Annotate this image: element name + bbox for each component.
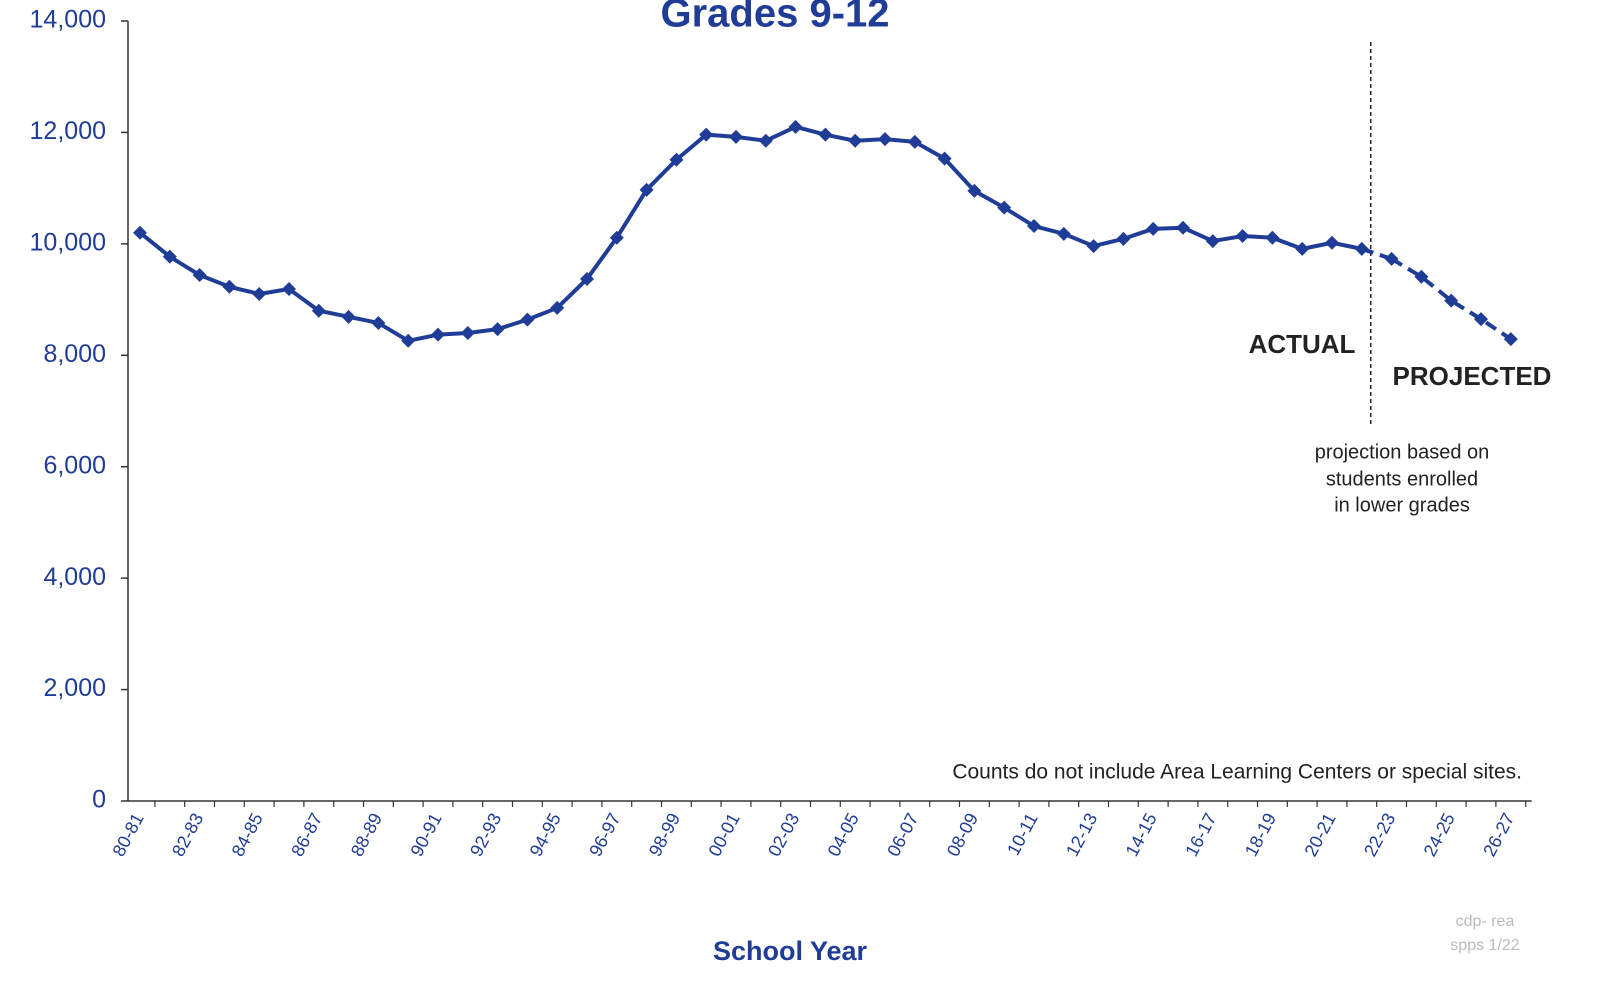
x-tick-label: 20-21 bbox=[1300, 810, 1339, 860]
footnote: Counts do not include Area Learning Cent… bbox=[952, 761, 1522, 784]
x-tick-label: 96-97 bbox=[585, 810, 624, 860]
data-point bbox=[431, 327, 445, 342]
y-tick-label: 6,000 bbox=[43, 451, 106, 479]
data-point bbox=[758, 133, 773, 148]
data-point bbox=[252, 287, 267, 301]
data-point bbox=[878, 132, 892, 147]
y-tick-label: 8,000 bbox=[43, 340, 106, 368]
x-tick-label: 90-91 bbox=[406, 810, 445, 860]
data-point bbox=[1027, 219, 1041, 234]
data-point bbox=[1414, 269, 1429, 284]
data-point bbox=[192, 268, 207, 283]
data-point bbox=[580, 271, 594, 286]
data-point bbox=[520, 312, 535, 327]
data-point bbox=[1503, 332, 1518, 347]
data-point bbox=[1205, 234, 1220, 249]
data-point bbox=[1384, 251, 1399, 266]
data-point bbox=[907, 134, 922, 149]
data-point bbox=[729, 129, 743, 144]
projection-note: projection based on bbox=[1315, 441, 1490, 463]
source-note: spps 1/22 bbox=[1450, 937, 1519, 954]
x-tick-label: 06-07 bbox=[883, 810, 922, 860]
actual-label: ACTUAL bbox=[1249, 329, 1356, 359]
x-tick-label: 94-95 bbox=[526, 810, 565, 860]
x-tick-label: 80-81 bbox=[108, 810, 147, 860]
data-point bbox=[1146, 221, 1161, 236]
data-point bbox=[1056, 226, 1071, 241]
data-point bbox=[1086, 239, 1101, 254]
data-point bbox=[699, 127, 714, 142]
data-point bbox=[282, 281, 296, 296]
data-point bbox=[937, 151, 952, 166]
data-point bbox=[1265, 230, 1280, 245]
chart-title: Grades 9-12 bbox=[660, 0, 889, 36]
x-tick-label: 84-85 bbox=[228, 810, 267, 860]
x-tick-label: 92-93 bbox=[466, 810, 505, 860]
x-tick-label: 24-25 bbox=[1420, 810, 1459, 860]
data-point bbox=[609, 230, 624, 245]
data-point bbox=[460, 326, 475, 340]
data-point bbox=[848, 133, 863, 148]
data-point bbox=[1444, 293, 1459, 308]
series-line bbox=[1390, 257, 1512, 341]
data-point bbox=[401, 333, 416, 348]
data-point bbox=[818, 127, 833, 142]
data-point bbox=[311, 303, 326, 318]
data-point bbox=[550, 300, 565, 315]
projection-note: students enrolled bbox=[1326, 468, 1478, 490]
data-point bbox=[490, 322, 505, 337]
x-tick-label: 08-09 bbox=[943, 810, 982, 860]
x-tick-label: 16-17 bbox=[1181, 810, 1220, 860]
data-point bbox=[788, 119, 803, 134]
data-point bbox=[997, 200, 1012, 215]
x-tick-label: 82-83 bbox=[168, 810, 207, 860]
data-point bbox=[1474, 312, 1488, 327]
y-tick-label: 2,000 bbox=[43, 674, 106, 702]
x-tick-label: 22-23 bbox=[1360, 810, 1399, 860]
data-point bbox=[1116, 231, 1131, 246]
y-tick-label: 0 bbox=[92, 786, 106, 814]
projected-label: PROJECTED bbox=[1393, 361, 1552, 391]
x-axis-title: School Year bbox=[713, 936, 868, 966]
x-tick-label: 02-03 bbox=[764, 810, 803, 860]
x-tick-label: 00-01 bbox=[704, 810, 743, 860]
x-tick-label: 26-27 bbox=[1479, 810, 1518, 860]
data-point bbox=[639, 182, 654, 197]
y-tick-label: 12,000 bbox=[30, 117, 106, 145]
x-tick-label: 98-99 bbox=[645, 810, 684, 860]
x-tick-label: 88-89 bbox=[347, 810, 386, 860]
data-point bbox=[1295, 241, 1310, 256]
y-tick-label: 4,000 bbox=[43, 563, 106, 591]
data-point bbox=[1325, 235, 1339, 250]
data-point bbox=[1235, 229, 1250, 244]
x-tick-label: 12-13 bbox=[1062, 810, 1101, 860]
x-tick-label: 04-05 bbox=[824, 810, 863, 860]
y-tick-label: 10,000 bbox=[30, 228, 106, 256]
data-point bbox=[371, 315, 386, 330]
data-point bbox=[341, 309, 356, 324]
x-tick-label: 18-19 bbox=[1241, 810, 1280, 860]
data-point bbox=[162, 249, 177, 264]
x-tick-label: 10-11 bbox=[1003, 810, 1042, 859]
source-note: cdp- rea bbox=[1456, 913, 1515, 930]
y-tick-label: 14,000 bbox=[30, 6, 106, 34]
data-point bbox=[222, 279, 237, 294]
projection-note: in lower grades bbox=[1334, 494, 1470, 516]
data-point bbox=[133, 225, 147, 240]
x-tick-label: 86-87 bbox=[287, 810, 326, 860]
x-tick-label: 14-15 bbox=[1122, 810, 1161, 860]
data-point bbox=[967, 183, 982, 198]
data-point bbox=[1176, 220, 1190, 235]
data-point bbox=[669, 152, 684, 167]
